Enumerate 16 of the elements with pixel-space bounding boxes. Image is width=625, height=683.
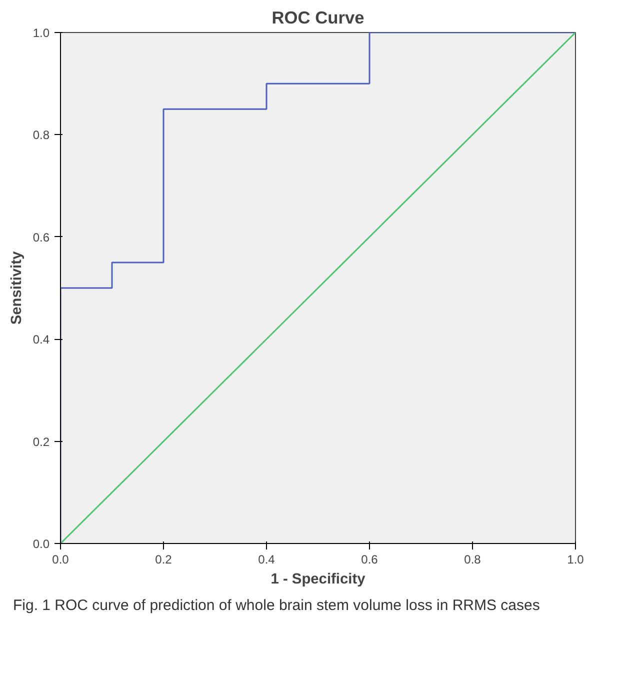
y-tick-label: 0.4 xyxy=(32,332,50,347)
x-tick-label: 0.2 xyxy=(155,552,172,566)
x-axis-title: 1 - Specificity xyxy=(270,572,366,588)
x-tick-label: 0.0 xyxy=(52,552,70,566)
y-tick-label: 0.6 xyxy=(32,230,50,244)
x-tick-label: 0.6 xyxy=(361,552,378,566)
x-tick-label: 0.8 xyxy=(464,552,482,566)
x-tick-label: 1.0 xyxy=(567,552,584,566)
y-tick-label: 0.0 xyxy=(32,537,50,551)
y-axis-title: Sensitivity xyxy=(8,250,25,325)
y-tick-label: 0.2 xyxy=(32,434,50,449)
chart-title: ROC Curve xyxy=(272,8,365,28)
y-tick-label: 1.0 xyxy=(32,26,50,40)
y-tick-label: 0.8 xyxy=(32,128,50,142)
x-tick-label: 0.4 xyxy=(258,552,276,566)
caption: Fig. 1 ROC curve of prediction of whole brain stem volume loss in RRMS cases xyxy=(13,596,540,616)
